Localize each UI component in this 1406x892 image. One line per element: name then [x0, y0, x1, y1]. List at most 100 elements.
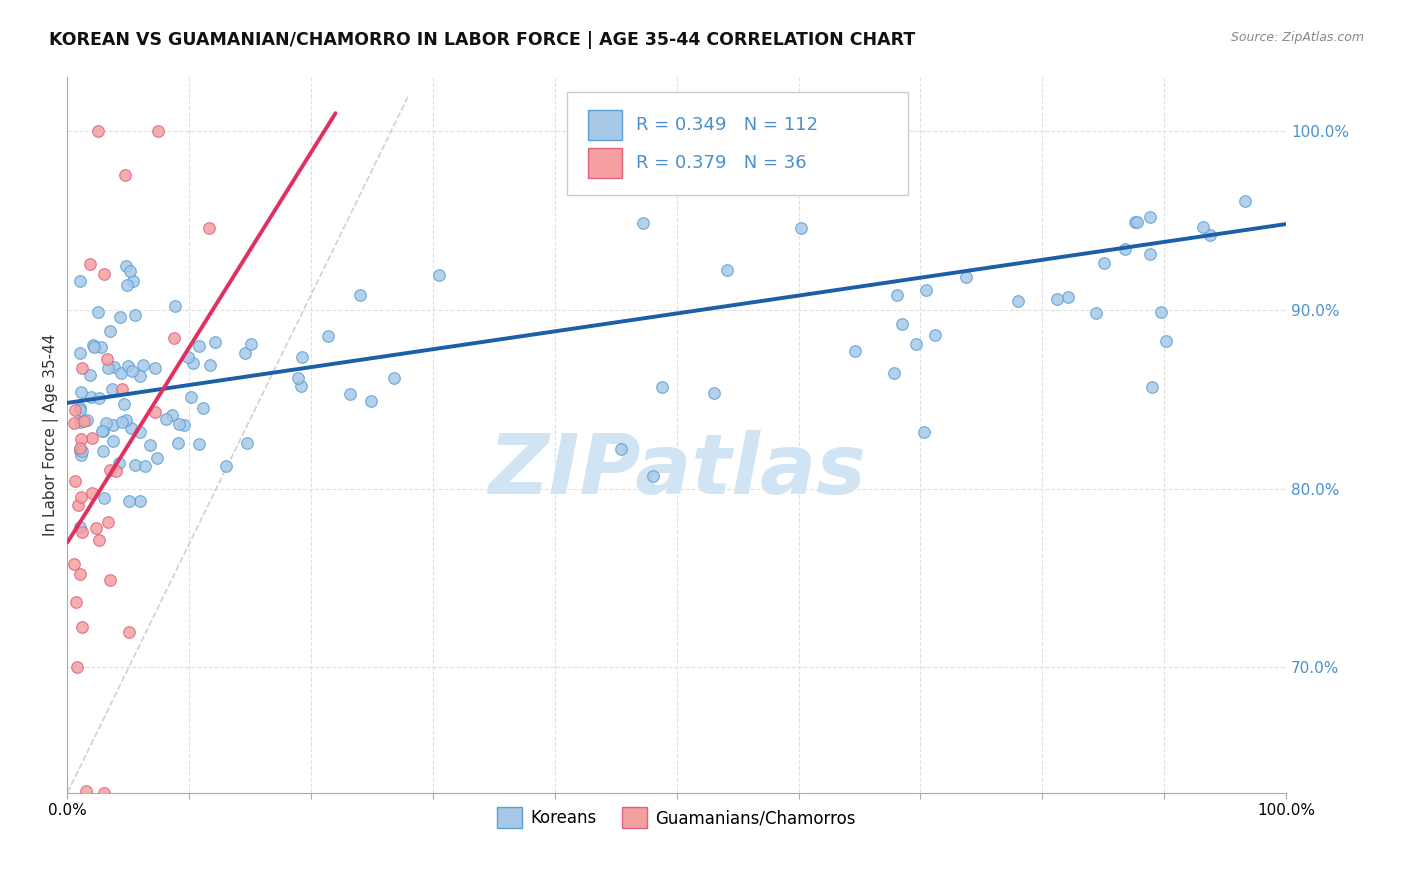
Point — [1142, 380, 1164, 394]
Point — [120, 421, 142, 435]
Point — [1046, 292, 1069, 306]
Y-axis label: In Labor Force | Age 35-44: In Labor Force | Age 35-44 — [44, 334, 59, 536]
Point — [429, 268, 451, 282]
Point — [1234, 194, 1257, 208]
Point — [97, 515, 120, 529]
Point — [63, 403, 86, 417]
Point — [955, 269, 977, 284]
Point — [891, 317, 914, 331]
Point — [1114, 242, 1136, 256]
Point — [70, 384, 93, 399]
Point — [233, 345, 256, 359]
Point — [1139, 246, 1161, 260]
Point — [76, 413, 98, 427]
Point — [115, 413, 138, 427]
Point — [101, 434, 124, 448]
Point — [63, 474, 86, 488]
Point — [124, 458, 146, 472]
Point — [82, 431, 104, 445]
Point — [124, 308, 146, 322]
Point — [117, 277, 139, 292]
Point — [1199, 228, 1222, 243]
Point — [236, 435, 259, 450]
Point — [1191, 219, 1213, 234]
Point — [72, 620, 94, 634]
Point — [651, 380, 673, 394]
Point — [128, 494, 150, 508]
Point — [139, 438, 162, 452]
Point — [188, 339, 211, 353]
Point — [80, 390, 103, 404]
Point — [198, 221, 221, 235]
Point — [69, 441, 91, 455]
FancyBboxPatch shape — [567, 92, 908, 195]
Point — [79, 368, 101, 382]
Point — [118, 494, 141, 508]
Point — [93, 443, 115, 458]
Point — [188, 437, 211, 451]
Text: Source: ZipAtlas.com: Source: ZipAtlas.com — [1230, 31, 1364, 45]
Point — [924, 327, 946, 342]
Point — [69, 415, 91, 429]
Point — [98, 463, 121, 477]
Text: ZIPatlas: ZIPatlas — [488, 430, 866, 511]
Point — [83, 340, 105, 354]
Point — [905, 337, 928, 351]
Point — [1149, 305, 1171, 319]
Point — [93, 491, 115, 505]
Point — [382, 371, 405, 385]
Point — [70, 444, 93, 458]
Point — [191, 401, 214, 415]
Point — [108, 310, 131, 324]
Point — [70, 448, 93, 462]
Point — [82, 338, 104, 352]
Point — [631, 216, 654, 230]
Point — [87, 304, 110, 318]
Point — [291, 351, 314, 365]
Point — [1007, 293, 1029, 308]
Point — [165, 300, 187, 314]
Point — [94, 416, 117, 430]
Point — [67, 499, 90, 513]
Point — [914, 425, 936, 439]
Point — [69, 273, 91, 287]
Point — [93, 424, 115, 438]
Point — [1092, 256, 1115, 270]
Point — [87, 391, 110, 405]
Point — [111, 415, 134, 429]
Point — [110, 366, 132, 380]
Point — [108, 456, 131, 470]
Point — [915, 283, 938, 297]
Point — [87, 124, 110, 138]
Text: R = 0.349   N = 112: R = 0.349 N = 112 — [637, 116, 818, 135]
Point — [1126, 215, 1149, 229]
Point — [115, 259, 138, 273]
Point — [93, 786, 115, 800]
Point — [167, 436, 190, 450]
Point — [117, 359, 139, 373]
Point — [146, 450, 169, 465]
Point — [87, 533, 110, 547]
Point — [128, 425, 150, 439]
FancyBboxPatch shape — [588, 148, 621, 178]
FancyBboxPatch shape — [588, 111, 621, 140]
Point — [349, 288, 371, 302]
Point — [886, 288, 908, 302]
Point — [96, 352, 118, 367]
Point — [118, 264, 141, 278]
Point — [69, 567, 91, 582]
Legend: Koreans, Guamanians/Chamorros: Koreans, Guamanians/Chamorros — [491, 801, 863, 834]
Point — [716, 263, 738, 277]
Point — [240, 337, 263, 351]
Point — [128, 369, 150, 384]
Point — [177, 350, 200, 364]
Point — [287, 371, 309, 385]
Point — [132, 358, 155, 372]
Point — [69, 403, 91, 417]
Point — [72, 525, 94, 540]
Point — [69, 345, 91, 359]
Point — [105, 464, 128, 478]
Point — [111, 383, 134, 397]
Point — [93, 267, 115, 281]
Point — [70, 432, 93, 446]
